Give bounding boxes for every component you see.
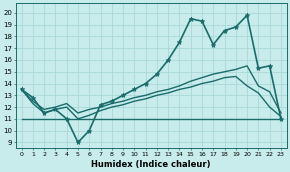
X-axis label: Humidex (Indice chaleur): Humidex (Indice chaleur) (91, 159, 211, 169)
